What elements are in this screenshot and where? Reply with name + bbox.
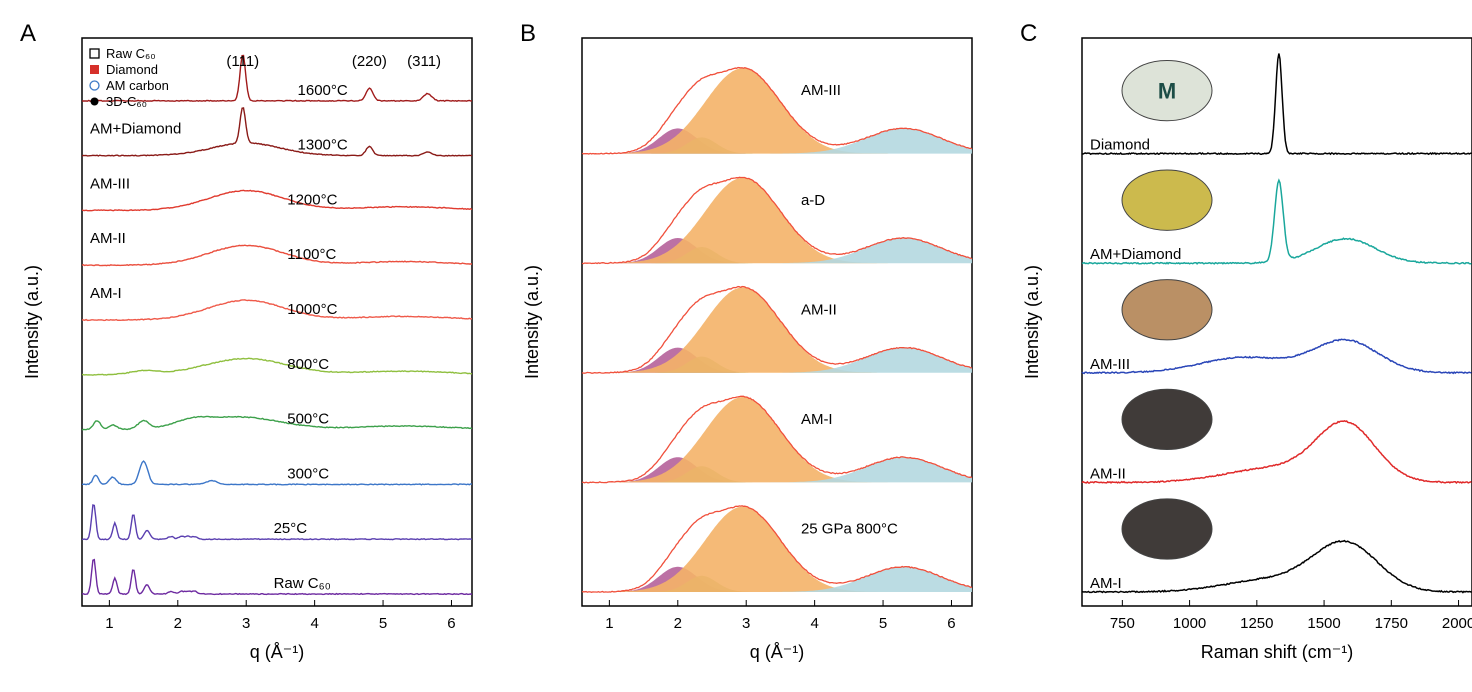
panel-c-label: C [1020, 20, 1037, 48]
figure-row: A 123456q (Å⁻¹)Intensity (a.u.)Raw C₆₀25… [20, 20, 1452, 672]
curve-label: AM-III [801, 82, 841, 99]
panel-b-chart: 1 2 3 4 5 6 q (Å⁻¹) Intensity (a.u.) 25 GPa 800°… [520, 20, 986, 672]
left-label: AM+Diamond [90, 121, 181, 138]
panel-a-chart: 1 2 3 4 5 6 q (Å⁻¹) Intensity (a.u.) Raw C₆₀ 25°C… [20, 20, 486, 672]
svg-text:2000: 2000 [1442, 615, 1472, 632]
temp-label: 1600°C [298, 82, 348, 99]
panel-c: C 750 1000 1250 1500 1750 2000 Raman shift (cm… [1020, 20, 1472, 672]
svg-text:1: 1 [605, 615, 613, 632]
svg-text:1500: 1500 [1307, 615, 1340, 632]
svg-text:3: 3 [742, 615, 750, 632]
panel-a-label: A [20, 20, 36, 48]
temp-label: 25°C [274, 520, 308, 537]
temp-label: 1200°C [287, 191, 337, 208]
miller-label: (111) [226, 53, 259, 70]
svg-text:6: 6 [447, 615, 455, 632]
svg-text:1750: 1750 [1375, 615, 1408, 632]
svg-text:1250: 1250 [1240, 615, 1273, 632]
left-label: AM-II [90, 230, 126, 247]
miller-label: (220) [352, 53, 387, 70]
temp-label: Raw C₆₀ [274, 575, 331, 592]
svg-text:Intensity (a.u.): Intensity (a.u.) [22, 265, 42, 379]
panel-a: A 1 2 3 4 5 6 q (Å⁻¹) Intensity (a.u.) Raw C₆₀ 25… [20, 20, 486, 672]
legend-label: 3D-C₆₀ [106, 94, 147, 109]
left-label: AM-I [90, 285, 122, 302]
temp-label: 800°C [287, 356, 329, 373]
curve-label: 25 GPa 800°C [801, 521, 898, 538]
svg-text:5: 5 [879, 615, 887, 632]
legend-label: Diamond [106, 62, 158, 77]
raman-label: Diamond [1090, 137, 1150, 154]
svg-text:Intensity (a.u.): Intensity (a.u.) [522, 265, 542, 379]
raman-label: AM-III [1090, 356, 1130, 373]
curve-label: AM-I [801, 411, 833, 428]
svg-text:2: 2 [174, 615, 182, 632]
left-label: AM-III [90, 175, 130, 192]
raman-label: AM+Diamond [1090, 246, 1181, 263]
temp-label: 1000°C [287, 301, 337, 318]
svg-text:4: 4 [310, 615, 318, 632]
svg-text:q (Å⁻¹): q (Å⁻¹) [250, 642, 305, 662]
svg-text:1000: 1000 [1173, 615, 1206, 632]
sample-photo-text: M [1158, 79, 1176, 104]
panel-b-label: B [520, 20, 536, 48]
temp-label: 1100°C [287, 246, 336, 263]
legend-label: Raw C₆₀ [106, 46, 156, 61]
svg-text:Intensity (a.u.): Intensity (a.u.) [1022, 265, 1042, 379]
miller-label: (311) [407, 53, 441, 70]
svg-text:5: 5 [379, 615, 387, 632]
curve-label: a-D [801, 192, 825, 209]
temp-label: 500°C [287, 411, 329, 428]
curve-label: AM-II [801, 301, 837, 318]
svg-text:q (Å⁻¹): q (Å⁻¹) [750, 642, 805, 662]
raman-label: AM-II [1090, 465, 1126, 482]
sample-photo [1122, 280, 1212, 340]
sample-photo [1122, 499, 1212, 559]
temp-label: 1300°C [298, 137, 348, 154]
svg-text:6: 6 [947, 615, 955, 632]
svg-text:2: 2 [674, 615, 682, 632]
panel-c-chart: 750 1000 1250 1500 1750 2000 Raman shift (cm⁻¹… [1020, 20, 1472, 672]
raman-label: AM-I [1090, 575, 1122, 592]
svg-text:4: 4 [810, 615, 818, 632]
sample-photo [1122, 389, 1212, 449]
svg-text:3: 3 [242, 615, 250, 632]
svg-text:1: 1 [105, 615, 113, 632]
sample-photo [1122, 170, 1212, 230]
legend-label: AM carbon [106, 78, 169, 93]
svg-text:750: 750 [1110, 615, 1135, 632]
panel-b: B 1 2 3 4 5 6 q (Å⁻¹) Intensity (a.u.) 25 GPa 80… [520, 20, 986, 672]
temp-label: 300°C [287, 465, 329, 482]
svg-text:Raman shift (cm⁻¹): Raman shift (cm⁻¹) [1201, 642, 1354, 662]
